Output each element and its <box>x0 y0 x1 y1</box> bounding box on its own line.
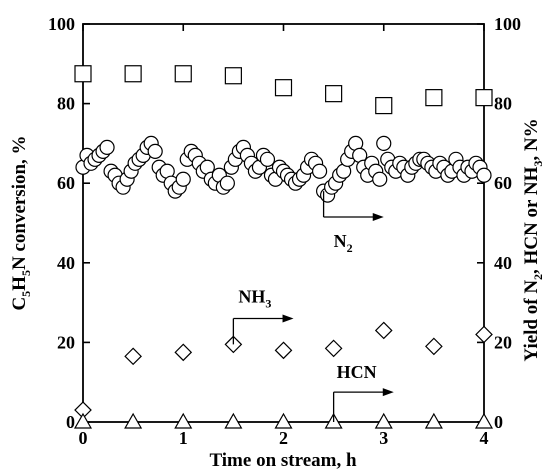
y-left-tick-label: 60 <box>57 173 75 193</box>
annotation-label: HCN <box>337 362 377 382</box>
conversion-point <box>99 139 115 155</box>
y-right-tick-label: 0 <box>494 412 503 432</box>
y-right-tick-label: 40 <box>494 253 512 273</box>
x-axis-title: Time on stream, h <box>209 450 357 471</box>
y-left-title-part: H <box>9 276 30 291</box>
annotation-label-subscript: 2 <box>347 241 353 255</box>
conversion-point <box>376 135 392 151</box>
conversion-point <box>147 143 163 159</box>
conversion-point <box>311 163 328 179</box>
nh3-yield-point <box>374 321 393 340</box>
y-left-tick-label: 100 <box>48 14 75 34</box>
hcn-yield-point <box>124 412 143 429</box>
annotation-label-main: N <box>334 231 347 251</box>
conversion-point <box>175 171 191 187</box>
y-right-title-part: Yield of N <box>521 280 542 362</box>
n2-yield-point <box>425 89 443 107</box>
conversion-point <box>219 175 235 191</box>
y-left-tick-label: 0 <box>66 412 75 432</box>
hcn-yield-point <box>424 412 443 429</box>
annotation-label-subscript: 3 <box>265 297 271 311</box>
y-right-tick-label: 80 <box>494 94 512 114</box>
x-tick-label: 0 <box>79 428 88 448</box>
hcn-yield-point <box>73 412 93 429</box>
y-right-title-part: , N% <box>521 118 542 160</box>
points-layer <box>73 65 494 429</box>
y-left-title-part: 5 <box>19 270 33 276</box>
y-right-axis-title: Yield of N2, HCN or NH3, N% <box>521 118 545 361</box>
annotation-arrowhead <box>372 213 384 222</box>
n2-yield-point <box>124 65 142 83</box>
y-right-title-part: 3 <box>531 161 545 167</box>
annotation-label: N2 <box>334 231 353 255</box>
hcn-yield-point <box>274 412 293 429</box>
annotation-layer: N2 NH3 HCN <box>232 191 394 422</box>
hcn-yield-point <box>374 412 393 429</box>
n2-yield-point <box>375 96 393 115</box>
y-left-title-part: 5 <box>19 291 33 297</box>
n2-yield-point <box>325 85 343 103</box>
annotation-label-main: NH <box>238 287 265 307</box>
nh3-yield-point <box>475 325 493 344</box>
y-right-title-part: , HCN or NH <box>521 166 542 274</box>
annotation-label: NH3 <box>238 287 271 311</box>
annotation-arrowhead <box>282 314 294 323</box>
nh3-yield-point <box>324 339 343 358</box>
y-right-tick-label: 100 <box>494 14 521 34</box>
n2-yield-point <box>224 67 242 85</box>
nh3-yield-point <box>425 337 443 356</box>
conversion-point <box>476 167 492 183</box>
nh3-yield-point <box>174 343 193 362</box>
y-left-title-part: C <box>9 297 30 311</box>
n2-yield-point <box>274 79 293 97</box>
y-left-tick-label: 40 <box>57 253 75 273</box>
annotation-label-main: HCN <box>337 362 377 382</box>
y-right-tick-label: 20 <box>494 332 512 352</box>
y-left-title-part: N conversion, % <box>9 135 30 270</box>
y-left-axis-title: C5H5N conversion, % <box>9 135 33 310</box>
n2-yield-point <box>74 65 92 83</box>
x-tick-label: 1 <box>179 428 188 448</box>
y-right-title-part: 2 <box>531 274 545 280</box>
x-tick-label: 3 <box>379 428 388 448</box>
nh3-yield-point <box>274 341 293 360</box>
n2-yield-point <box>174 65 192 83</box>
x-tick-label: 4 <box>480 428 489 448</box>
x-tick-label: 2 <box>279 428 288 448</box>
y-left-tick-label: 80 <box>57 94 75 114</box>
y-right-tick-label: 60 <box>494 173 512 193</box>
annotation-arrowhead <box>382 388 394 397</box>
conversion-point <box>259 151 276 167</box>
n2-yield-point <box>475 89 493 107</box>
hcn-yield-point <box>174 412 193 429</box>
hcn-yield-point <box>224 412 243 429</box>
conversion-point <box>372 171 388 187</box>
nh3-yield-point <box>124 347 142 366</box>
y-left-tick-label: 20 <box>57 332 75 352</box>
hcn-yield-point <box>474 412 494 429</box>
